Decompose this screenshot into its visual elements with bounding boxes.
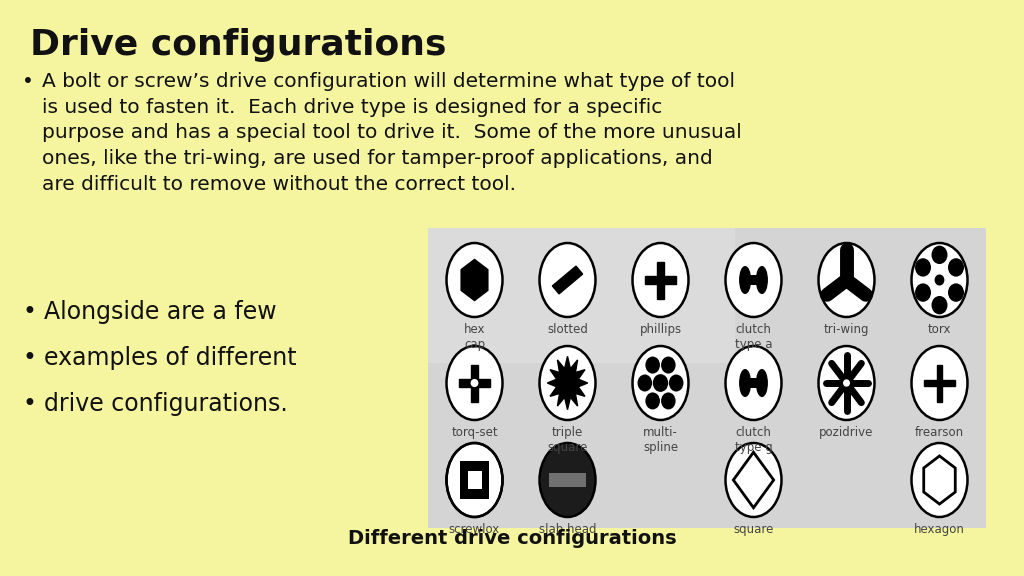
Ellipse shape	[911, 346, 968, 420]
Text: slotted: slotted	[547, 323, 588, 336]
Text: A bolt or screw’s drive configuration will determine what type of tool
is used t: A bolt or screw’s drive configuration wi…	[42, 72, 741, 194]
Bar	[745, 275, 762, 285]
Text: clutch
type a: clutch type a	[735, 323, 772, 351]
Text: Drive configurations: Drive configurations	[30, 28, 446, 62]
Text: •: •	[22, 300, 36, 324]
Ellipse shape	[915, 259, 930, 276]
Text: Alongside are a few: Alongside are a few	[44, 300, 276, 324]
Ellipse shape	[818, 346, 874, 420]
Text: clutch
type g: clutch type g	[734, 426, 772, 454]
Text: •: •	[22, 346, 36, 370]
Ellipse shape	[948, 284, 964, 301]
Text: triple
square: triple square	[547, 426, 588, 454]
Ellipse shape	[725, 443, 781, 517]
Ellipse shape	[471, 379, 478, 387]
Ellipse shape	[540, 346, 596, 420]
Ellipse shape	[932, 247, 947, 263]
Ellipse shape	[446, 443, 503, 517]
Ellipse shape	[633, 346, 688, 420]
Polygon shape	[459, 365, 489, 401]
Text: hexagon: hexagon	[914, 523, 965, 536]
Ellipse shape	[935, 274, 944, 286]
Bar	[428, 228, 986, 528]
Ellipse shape	[725, 243, 781, 317]
Ellipse shape	[911, 443, 968, 517]
Text: •: •	[22, 72, 34, 91]
Ellipse shape	[540, 243, 596, 317]
Text: torq-set: torq-set	[452, 426, 498, 439]
Ellipse shape	[669, 374, 683, 392]
Ellipse shape	[633, 243, 688, 317]
Ellipse shape	[915, 284, 930, 301]
Ellipse shape	[757, 370, 767, 396]
Text: examples of different: examples of different	[44, 346, 297, 370]
Text: phillips: phillips	[639, 323, 682, 336]
Ellipse shape	[911, 243, 968, 317]
Ellipse shape	[818, 243, 874, 317]
Ellipse shape	[638, 374, 652, 392]
Bar	[552, 266, 583, 294]
Ellipse shape	[540, 443, 596, 517]
Bar	[549, 473, 586, 487]
Text: square: square	[733, 523, 774, 536]
Text: frearson: frearson	[914, 426, 964, 439]
Text: hex
cap: hex cap	[464, 323, 485, 351]
Polygon shape	[461, 259, 488, 301]
Ellipse shape	[446, 346, 503, 420]
Bar	[745, 378, 762, 388]
Text: Different drive configurations: Different drive configurations	[348, 529, 676, 548]
Ellipse shape	[653, 374, 669, 392]
Bar	[428, 228, 735, 363]
Text: slab head: slab head	[539, 523, 596, 536]
Ellipse shape	[757, 267, 767, 293]
Bar	[460, 461, 489, 499]
Ellipse shape	[446, 243, 503, 317]
Ellipse shape	[662, 392, 676, 410]
Bar	[468, 471, 481, 489]
Ellipse shape	[739, 370, 751, 396]
Text: screwlox: screwlox	[449, 523, 500, 536]
Text: pozidrive: pozidrive	[819, 426, 873, 439]
Polygon shape	[645, 262, 676, 298]
Ellipse shape	[948, 259, 964, 276]
Polygon shape	[924, 365, 955, 401]
Ellipse shape	[645, 357, 659, 374]
Text: •: •	[22, 392, 36, 416]
Ellipse shape	[645, 392, 659, 410]
Ellipse shape	[843, 380, 850, 386]
Text: multi-
spline: multi- spline	[643, 426, 678, 454]
Text: drive configurations.: drive configurations.	[44, 392, 288, 416]
Text: torx: torx	[928, 323, 951, 336]
Ellipse shape	[662, 357, 676, 374]
Ellipse shape	[725, 346, 781, 420]
Polygon shape	[548, 357, 588, 410]
Ellipse shape	[739, 267, 751, 293]
Text: tri-wing: tri-wing	[823, 323, 869, 336]
Ellipse shape	[932, 297, 947, 314]
